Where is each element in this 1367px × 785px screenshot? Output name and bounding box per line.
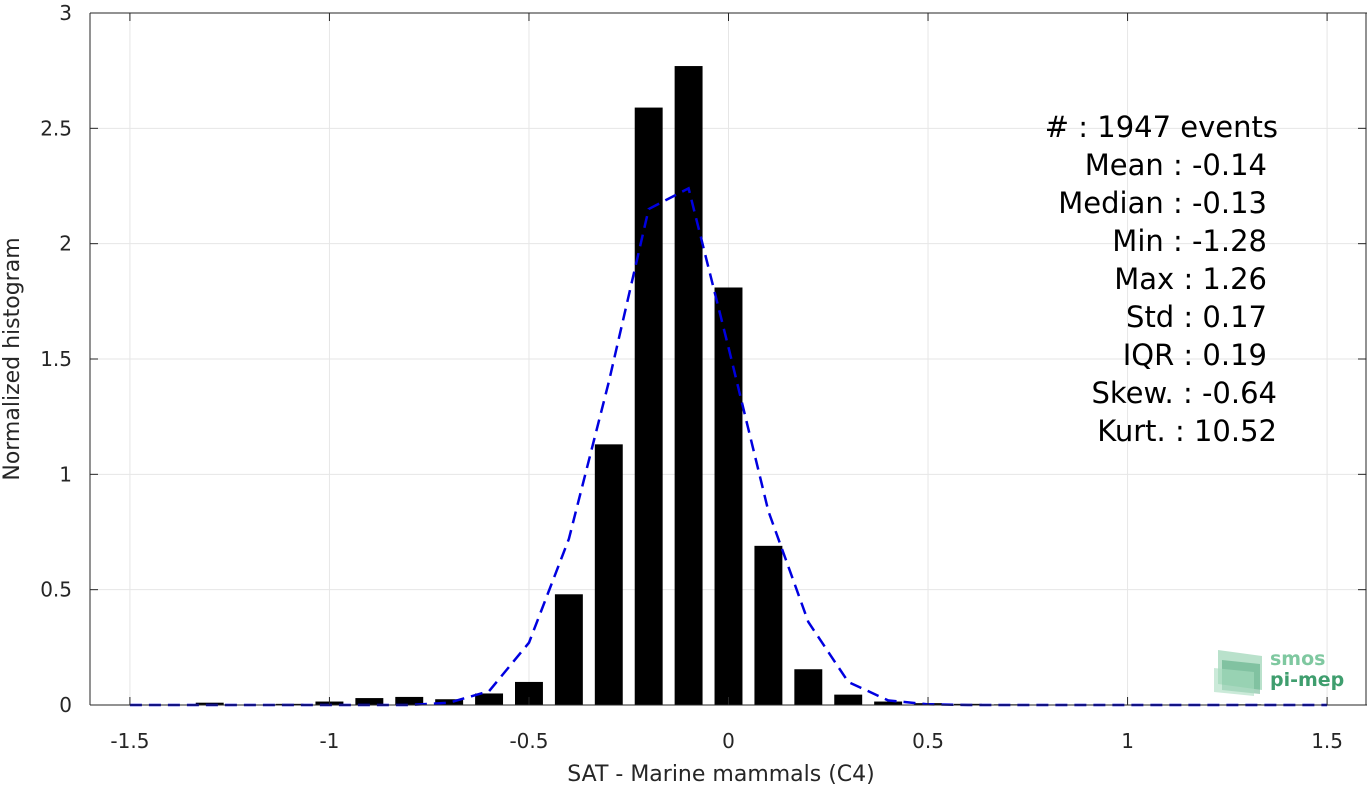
y-axis-label: Normalized histogram: [0, 237, 25, 480]
histogram-bar: [475, 693, 504, 705]
y-tick-label: 1: [59, 462, 72, 486]
x-tick-label: 1: [1121, 729, 1134, 753]
stat-iqr: IQR : 0.19: [1123, 338, 1267, 372]
histogram-bar: [834, 694, 863, 705]
stat-mean: Mean : -0.14: [1085, 148, 1267, 182]
axes: [89, 12, 1367, 706]
histogram-bar: [754, 545, 783, 705]
stat-skew: Skew. : -0.64: [1091, 376, 1277, 410]
y-tick-label: 2: [59, 232, 72, 256]
logo-text-pimep: pi-mep: [1270, 669, 1344, 691]
histogram-bar: [674, 66, 703, 705]
stat-kurt: Kurt. : 10.52: [1097, 414, 1277, 448]
histogram-bar: [435, 699, 464, 705]
x-tick-label: 0.5: [912, 729, 944, 753]
smos-pimep-logo: smos pi-mep: [1214, 648, 1344, 696]
histogram-bar: [714, 287, 743, 705]
logo-mark-icon: [1214, 650, 1262, 696]
histogram-bar: [355, 698, 384, 705]
histogram-bar: [634, 107, 663, 705]
y-tick-label: 3: [59, 1, 72, 25]
tick-labels: -1.5 -1 -0.5 0 0.5 1 1.5 0 0.5 1 1.5 2 2.5 3: [40, 1, 1343, 753]
histogram-bar: [874, 701, 903, 705]
stat-std: Std : 0.17: [1126, 300, 1267, 334]
x-tick-label: -1: [319, 729, 339, 753]
y-tick-label: 0: [59, 693, 72, 717]
histogram-bar: [515, 681, 543, 705]
y-tick-label: 0.5: [40, 578, 72, 602]
y-tick-label: 1.5: [40, 347, 72, 371]
stat-median: Median : -0.13: [1058, 186, 1267, 220]
histogram-bar: [794, 669, 823, 705]
bars: [195, 66, 1262, 705]
logo-text-smos: smos: [1270, 648, 1325, 670]
histogram-bar: [395, 696, 424, 705]
x-tick-label: -0.5: [509, 729, 548, 753]
y-tick-label: 2.5: [40, 116, 72, 140]
histogram-bar: [594, 444, 623, 705]
histogram-bar: [554, 594, 583, 705]
x-tick-label: -1.5: [110, 729, 149, 753]
x-axis-label: SAT - Marine mammals (C4): [567, 762, 875, 785]
stat-count: # : 1947 events: [1045, 110, 1278, 144]
stat-min: Min : -1.28: [1112, 224, 1267, 258]
stat-max: Max : 1.26: [1114, 262, 1267, 296]
stats-annotation: # : 1947 events Mean : -0.14 Median : -0…: [1045, 110, 1278, 448]
x-tick-label: 1.5: [1311, 729, 1343, 753]
x-tick-label: 0: [722, 729, 735, 753]
